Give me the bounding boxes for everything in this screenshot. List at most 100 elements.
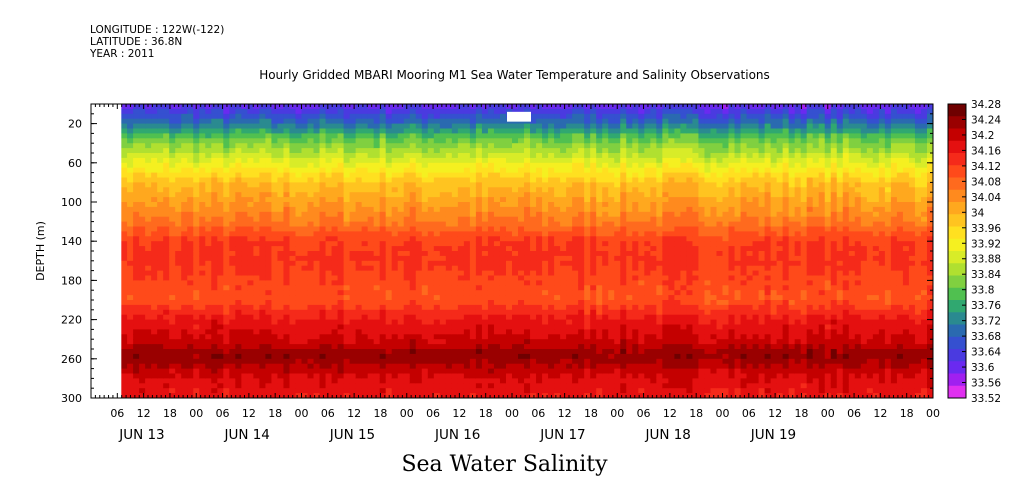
heatmap-cell	[391, 260, 399, 267]
heatmap-cell	[157, 388, 164, 394]
heatmap-cell	[355, 304, 363, 311]
heatmap-cell	[193, 241, 200, 247]
heatmap-cell	[421, 202, 429, 208]
heatmap-cell	[319, 329, 327, 335]
heatmap-cell	[566, 187, 573, 193]
heatmap-cell	[355, 295, 363, 301]
heatmap-cell	[512, 182, 519, 188]
heatmap-cell	[505, 143, 513, 149]
heatmap-cell	[283, 358, 291, 365]
heatmap-cell	[572, 319, 579, 326]
heatmap-cell	[205, 221, 212, 228]
heatmap-cell	[349, 167, 357, 174]
heatmap-cell	[307, 304, 315, 311]
heatmap-cell	[343, 221, 351, 228]
heatmap-cell	[175, 373, 182, 379]
heatmap-cell	[415, 133, 423, 139]
heatmap-cell	[181, 236, 188, 242]
heatmap-cell	[397, 202, 405, 208]
heatmap-cell	[463, 202, 471, 208]
heatmap-cell	[259, 246, 267, 252]
heatmap-cell	[259, 353, 267, 360]
heatmap-cell	[265, 358, 273, 365]
heatmap-cell	[247, 260, 254, 267]
heatmap-cell	[187, 221, 194, 228]
heatmap-cell	[163, 314, 170, 321]
heatmap-cell	[433, 358, 441, 365]
heatmap-cell	[451, 246, 459, 252]
heatmap-cell	[554, 143, 561, 149]
heatmap-cell	[151, 197, 158, 203]
heatmap-cell	[175, 221, 182, 228]
heatmap-cell	[451, 216, 459, 223]
heatmap-cell	[151, 108, 158, 115]
heatmap-cell	[403, 172, 411, 179]
heatmap-cell	[415, 314, 423, 321]
heatmap-cell	[241, 378, 248, 384]
heatmap-cell	[223, 143, 230, 149]
heatmap-cell	[247, 295, 254, 301]
heatmap-cell	[493, 324, 501, 330]
heatmap-cell	[481, 157, 489, 164]
heatmap-cell	[259, 133, 267, 139]
heatmap-cell	[524, 221, 531, 228]
heatmap-cell	[391, 206, 399, 213]
heatmap-cell	[451, 255, 459, 262]
heatmap-cell	[325, 363, 333, 370]
heatmap-cell	[355, 319, 363, 326]
heatmap-cell	[175, 280, 182, 286]
location-metadata: LONGITUDE : 122W(-122) LATITUDE : 36.8N …	[90, 24, 224, 60]
heatmap-cell	[367, 138, 375, 144]
heatmap-cell	[217, 211, 224, 218]
heatmap-cell	[319, 388, 327, 394]
heatmap-cell	[283, 344, 291, 350]
heatmap-cell	[175, 304, 182, 311]
heatmap-cell	[343, 339, 351, 345]
heatmap-cell	[145, 319, 152, 326]
heatmap-cell	[536, 334, 543, 340]
heatmap-cell	[536, 295, 543, 301]
heatmap-cell	[145, 167, 152, 174]
heatmap-cell	[343, 182, 351, 188]
heatmap-cell	[542, 300, 549, 306]
heatmap-cell	[199, 260, 206, 267]
heatmap-cell	[421, 231, 429, 237]
heatmap-cell	[445, 393, 453, 398]
heatmap-cell	[319, 162, 327, 169]
heatmap-cell	[463, 251, 471, 257]
heatmap-cell	[433, 373, 441, 379]
heatmap-cell	[457, 138, 465, 144]
heatmap-cell	[542, 108, 549, 115]
heatmap-cell	[475, 143, 483, 149]
heatmap-cell	[187, 265, 194, 272]
heatmap-cell	[463, 162, 471, 169]
heatmap-cell	[265, 187, 273, 193]
heatmap-cell	[319, 295, 327, 301]
heatmap-cell	[187, 280, 194, 286]
heatmap-cell	[548, 202, 555, 208]
heatmap-cell	[572, 143, 579, 149]
heatmap-cell	[331, 363, 339, 370]
heatmap-cell	[211, 197, 218, 203]
heatmap-cell	[415, 300, 423, 306]
heatmap-cell	[133, 324, 140, 330]
heatmap-cell	[331, 353, 339, 360]
heatmap-cell	[235, 202, 242, 208]
heatmap-cell	[542, 226, 549, 232]
heatmap-cell	[301, 358, 309, 365]
heatmap-cell	[554, 211, 561, 218]
heatmap-cell	[199, 255, 206, 262]
heatmap-cell	[223, 251, 230, 257]
heatmap-cell	[247, 202, 254, 208]
heatmap-cell	[355, 334, 363, 340]
heatmap-cell	[217, 118, 224, 125]
heatmap-cell	[127, 304, 134, 311]
heatmap-cell	[379, 324, 387, 330]
heatmap-cell	[457, 104, 465, 110]
heatmap-cell	[566, 226, 573, 232]
heatmap-cell	[542, 192, 549, 198]
heatmap-cell	[283, 167, 291, 174]
heatmap-cell	[469, 118, 477, 125]
heatmap-cell	[530, 148, 537, 154]
heatmap-cell	[361, 197, 369, 203]
